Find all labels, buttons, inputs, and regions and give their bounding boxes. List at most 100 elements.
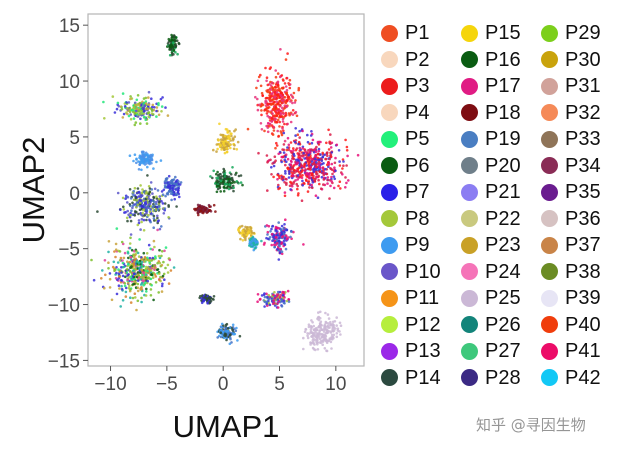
cluster-bottom-right (256, 289, 291, 309)
data-point (157, 113, 161, 117)
data-point (151, 256, 155, 260)
data-point (131, 204, 135, 207)
data-point (310, 335, 314, 338)
data-point (142, 102, 146, 105)
data-point (341, 158, 345, 161)
data-point (301, 184, 305, 187)
data-point (326, 163, 329, 166)
data-point (276, 81, 280, 84)
legend-swatch (461, 51, 478, 69)
data-point (291, 96, 295, 99)
data-point (268, 90, 272, 94)
data-point (149, 269, 153, 272)
data-point (246, 228, 249, 231)
data-point (291, 109, 295, 112)
data-point (130, 278, 134, 282)
data-point (164, 266, 167, 270)
data-point (279, 94, 283, 97)
legend-label: P16 (485, 48, 521, 71)
data-point (287, 148, 291, 152)
data-point (256, 79, 260, 83)
data-point (268, 115, 272, 119)
data-point (149, 288, 153, 291)
data-point (276, 93, 279, 96)
data-point (284, 85, 288, 88)
data-point (346, 154, 349, 158)
legend-item: P37 (541, 232, 621, 259)
data-point (243, 228, 246, 231)
legend-swatch (541, 342, 558, 360)
data-point (123, 105, 127, 108)
data-point (141, 257, 144, 261)
data-point (286, 146, 289, 149)
data-point (273, 304, 277, 307)
data-point (260, 113, 263, 117)
data-point (280, 155, 284, 159)
y-tick-label: 5 (69, 128, 80, 149)
data-point (223, 137, 227, 141)
data-point (317, 152, 320, 156)
data-point (158, 248, 161, 252)
data-point (124, 197, 127, 200)
data-point (335, 332, 339, 335)
data-point (287, 112, 291, 115)
data-point (144, 294, 148, 297)
data-point (266, 237, 270, 241)
legend-swatch (541, 24, 558, 42)
data-point (228, 333, 232, 337)
data-point (255, 243, 259, 246)
legend-item: P36 (541, 206, 621, 233)
data-point (297, 86, 301, 90)
data-point (282, 131, 286, 135)
data-point (196, 203, 200, 207)
data-point (126, 209, 129, 213)
data-point (166, 271, 170, 274)
data-point (128, 242, 132, 245)
data-point (137, 261, 141, 265)
data-point (274, 225, 278, 229)
data-point (316, 140, 320, 144)
data-point (315, 335, 319, 339)
data-point (90, 258, 93, 262)
data-point (292, 152, 296, 156)
data-point (117, 284, 121, 288)
data-point (266, 83, 270, 87)
data-point (245, 233, 248, 237)
data-point (246, 231, 250, 234)
data-point (286, 52, 289, 55)
data-point (157, 291, 160, 294)
data-point (126, 107, 129, 110)
legend-item: P2 (381, 47, 461, 74)
data-point (140, 300, 143, 304)
data-point (335, 324, 339, 327)
data-point (220, 326, 223, 329)
data-point (268, 236, 272, 239)
data-point (339, 324, 343, 328)
data-point (225, 150, 229, 154)
data-point (284, 163, 287, 167)
data-point (152, 195, 155, 199)
data-point (266, 130, 270, 134)
data-point (208, 205, 211, 208)
data-point (147, 214, 150, 217)
data-point (317, 311, 320, 314)
data-point (144, 192, 148, 195)
data-point (281, 117, 285, 121)
data-point (272, 299, 275, 302)
data-point (266, 295, 269, 299)
data-point (156, 189, 160, 192)
data-point (131, 201, 134, 205)
data-point (329, 184, 332, 188)
data-point (145, 122, 149, 125)
data-point (212, 298, 215, 301)
data-point (136, 286, 140, 290)
data-point (280, 99, 284, 102)
data-point (153, 273, 157, 276)
data-point (289, 141, 293, 144)
data-point (161, 282, 164, 286)
data-point (288, 78, 292, 82)
data-point (224, 323, 228, 327)
data-point (164, 246, 168, 249)
data-point (134, 195, 137, 199)
data-point (252, 231, 256, 235)
